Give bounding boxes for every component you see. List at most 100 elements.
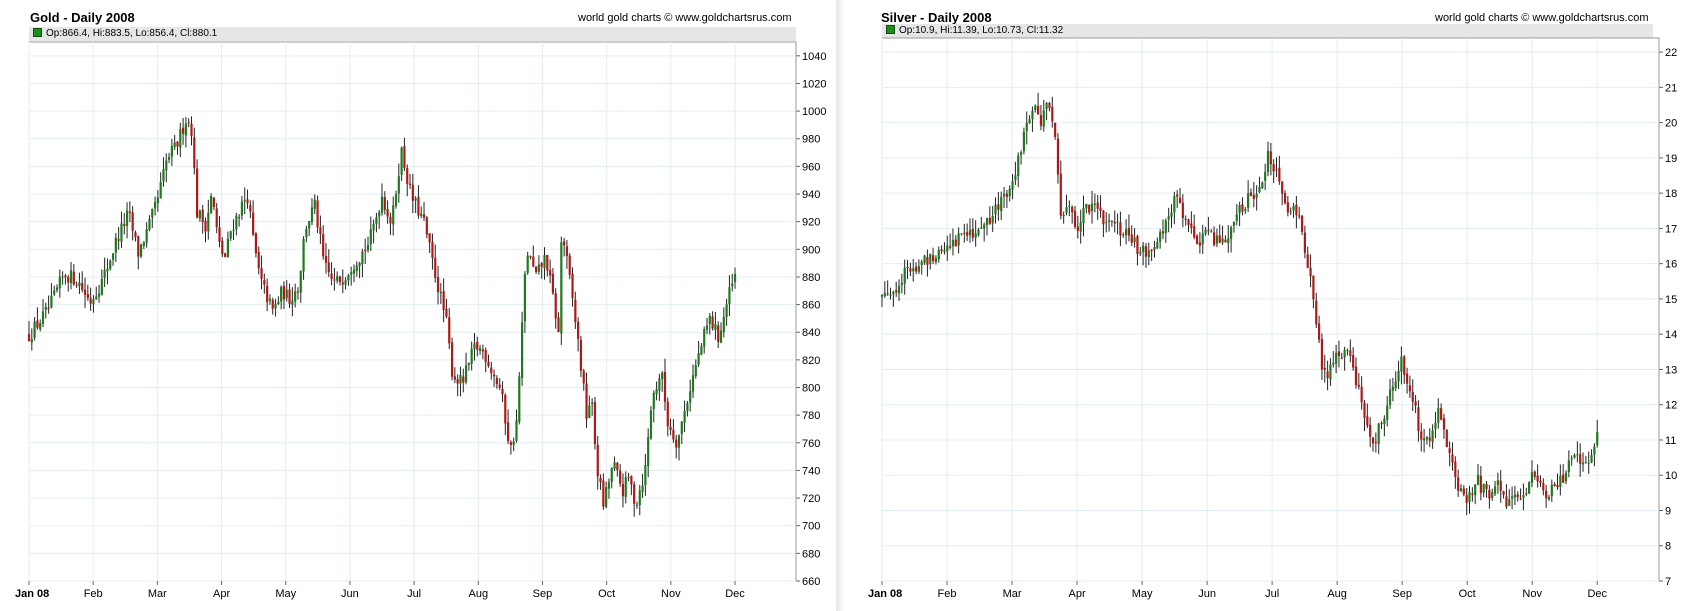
candle-down: [1553, 484, 1556, 486]
candle-up: [114, 237, 117, 253]
candle-up: [705, 325, 709, 330]
candle-down: [1300, 215, 1304, 232]
silver-chart-credit: world gold charts © www.goldchartsrus.co…: [1435, 12, 1649, 24]
candle-up: [1266, 150, 1270, 172]
candle-down: [254, 233, 258, 254]
candle-up: [347, 275, 350, 281]
candle-up: [1204, 229, 1207, 234]
candle-up: [892, 291, 895, 295]
y-tick-label: 700: [802, 521, 820, 533]
candle-up: [1090, 203, 1094, 212]
candle-up: [184, 123, 187, 136]
x-tick-label: Apr: [213, 588, 230, 600]
candle-up: [719, 330, 723, 343]
candle-down: [1184, 218, 1187, 220]
candle-down: [282, 285, 286, 300]
candle-down: [330, 273, 333, 280]
candle-down: [1417, 407, 1420, 432]
x-tick-label: Feb: [938, 588, 957, 600]
candle-down: [417, 197, 420, 216]
candle-down: [1096, 202, 1099, 209]
candle-up: [1530, 472, 1534, 483]
candle-up: [235, 215, 238, 230]
y-tick-label: 1020: [802, 78, 826, 90]
candle-down: [1505, 496, 1508, 507]
candle-down: [954, 239, 957, 247]
candle-down: [966, 232, 969, 236]
x-tick-label: Sep: [533, 588, 553, 600]
candle-down: [212, 197, 216, 207]
candle-down: [327, 262, 330, 273]
x-tick-label: Apr: [1069, 588, 1086, 600]
candle-up: [1394, 381, 1397, 389]
candle-down: [540, 263, 543, 267]
candle-down: [476, 341, 479, 350]
candle-up: [1335, 352, 1338, 364]
candle-up: [1238, 204, 1241, 214]
candle-up: [153, 202, 157, 209]
candle-down: [72, 271, 75, 285]
candle-up: [733, 274, 737, 283]
candle-down: [599, 477, 602, 483]
candle-down: [64, 275, 67, 278]
candle-up: [1513, 494, 1517, 498]
y-tick-label: 17: [1665, 223, 1677, 235]
candle-up: [680, 421, 683, 434]
candle-up: [1133, 237, 1136, 242]
candle-down: [1037, 105, 1040, 115]
candle-down: [1545, 490, 1548, 499]
candle-up: [1468, 491, 1471, 503]
candle-down: [1005, 193, 1008, 197]
silver-ohlc-text: Op:10.9, Hi:11.39, Lo:10.73, Cl:11.32: [899, 25, 1064, 36]
candle-up: [159, 182, 162, 199]
y-tick-label: 19: [1665, 153, 1677, 165]
candle-up: [1559, 475, 1562, 488]
y-tick-label: 15: [1665, 294, 1677, 306]
candle-down: [445, 308, 448, 317]
candle-down: [456, 379, 459, 384]
candle-down: [1295, 204, 1298, 216]
x-tick-label: Dec: [725, 588, 745, 600]
candle-up: [1388, 389, 1392, 406]
candle-down: [1405, 373, 1409, 384]
candle-up: [1550, 484, 1553, 497]
candle-down: [963, 232, 966, 234]
y-tick-label: 12: [1665, 400, 1677, 412]
candle-up: [1164, 220, 1167, 234]
candle-up: [731, 283, 734, 287]
candle-down: [481, 349, 484, 352]
candle-up: [1167, 216, 1170, 220]
candle-down: [495, 377, 498, 385]
candle-down: [1306, 254, 1309, 268]
candle-up: [179, 129, 182, 148]
candle-down: [1414, 401, 1417, 406]
candle-up: [991, 216, 994, 224]
candle-down: [386, 208, 389, 217]
candle-down: [1181, 202, 1184, 218]
candle-down: [1420, 431, 1423, 440]
candle-down: [571, 273, 574, 299]
candle-down: [1465, 495, 1468, 503]
candle-up: [1028, 119, 1031, 124]
candle-up: [1215, 235, 1219, 244]
silver-candlestick-chart[interactable]: 7 8 9 10 11 12 13 14 15 16 17 18 19 20 21 22 Jan 08 Feb Ma…: [846, 0, 1692, 611]
plot-area: [881, 37, 1660, 582]
candle-up: [1011, 181, 1014, 190]
candle-up: [1017, 155, 1020, 177]
candle-up: [912, 268, 915, 272]
candle-down: [1340, 357, 1343, 359]
candle-down: [997, 204, 1000, 210]
candle-up: [173, 142, 176, 148]
candle-down: [324, 255, 328, 263]
candle-down: [364, 249, 367, 252]
candle-up: [1547, 496, 1551, 500]
gold-candlestick-chart[interactable]: 660 680 700 720 740 760 780 800 820 840 860 880 900 9…: [0, 0, 836, 611]
y-tick-label: 840: [802, 327, 820, 339]
candle-up: [274, 303, 277, 309]
candle-up: [1261, 182, 1264, 189]
candle-up: [355, 265, 358, 272]
candle-up: [638, 490, 641, 506]
candle-down: [484, 349, 487, 362]
candle-up: [708, 315, 711, 325]
candle-down: [535, 266, 538, 272]
